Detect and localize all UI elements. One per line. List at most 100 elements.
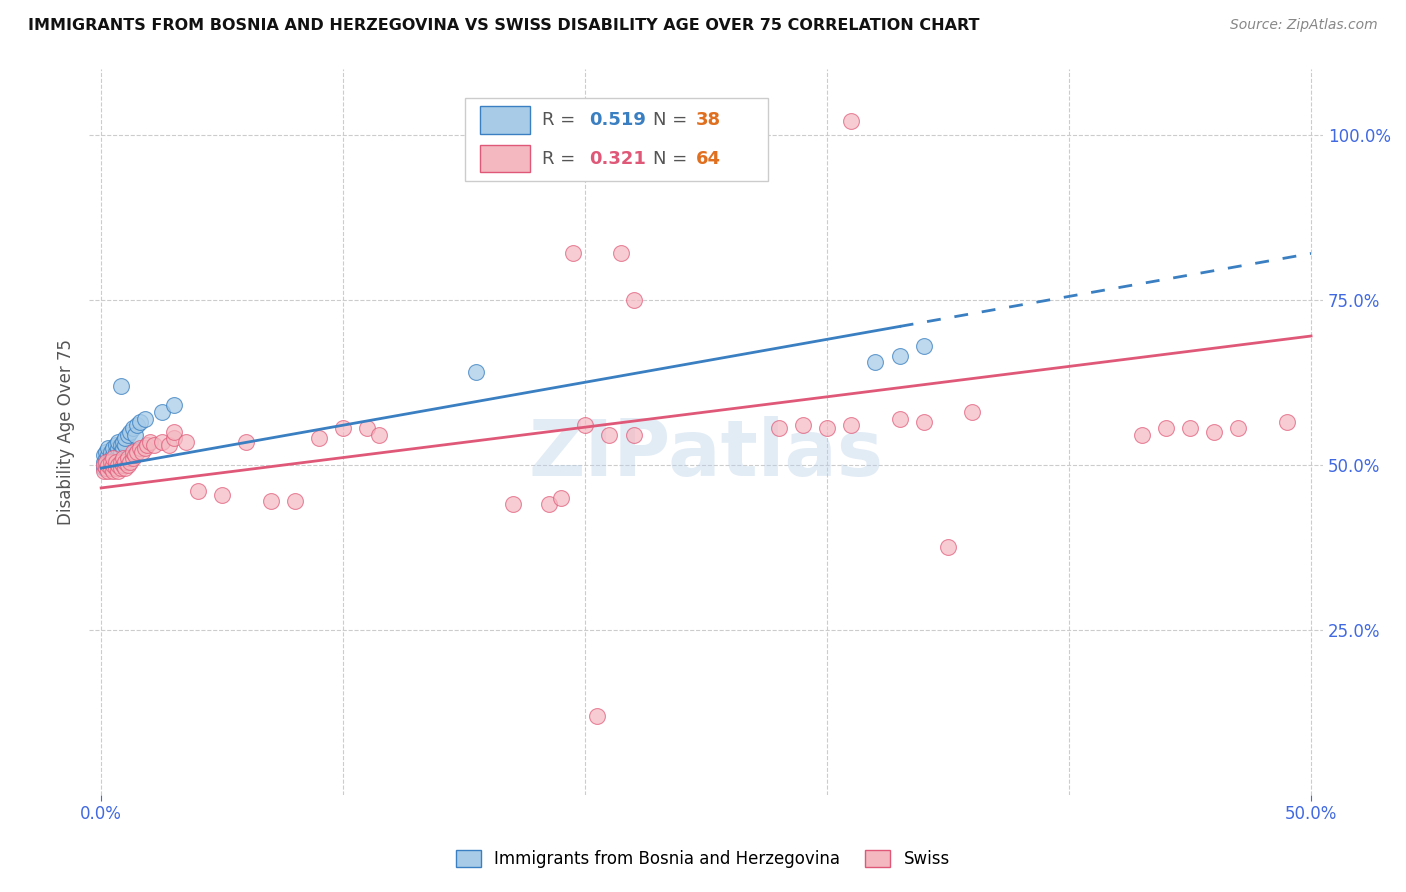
Point [610, 246, 633, 260]
Point [150, 405, 173, 419]
Point [94, 444, 117, 458]
Point [93, 458, 115, 472]
Point [104, 451, 127, 466]
Text: 0.519: 0.519 [589, 112, 645, 129]
Point [110, 454, 132, 468]
Point [163, 398, 186, 412]
Point [128, 442, 150, 456]
Point [111, 451, 134, 466]
Point [150, 434, 173, 449]
Point [284, 494, 307, 508]
Point [562, 246, 585, 260]
Point [107, 448, 129, 462]
Point [502, 498, 524, 512]
Point [111, 458, 134, 472]
Point [1154, 421, 1177, 435]
Point [114, 431, 136, 445]
Point [103, 464, 125, 478]
FancyBboxPatch shape [481, 106, 530, 134]
Point [100, 454, 122, 468]
Text: Source: ZipAtlas.com: Source: ZipAtlas.com [1230, 18, 1378, 32]
Point [1227, 421, 1250, 435]
Text: ZIPatlas: ZIPatlas [529, 416, 883, 491]
Point [93, 448, 115, 462]
Point [103, 458, 125, 472]
Point [163, 425, 186, 439]
Point [1275, 415, 1298, 429]
Point [104, 454, 127, 468]
Point [97, 454, 120, 468]
Point [839, 418, 862, 433]
Point [623, 293, 645, 307]
Point [623, 428, 645, 442]
Y-axis label: Disability Age Over 75: Disability Age Over 75 [58, 339, 75, 524]
Point [768, 421, 790, 435]
Point [93, 454, 115, 468]
Point [128, 415, 150, 429]
Point [117, 458, 139, 472]
Point [187, 484, 209, 499]
Point [598, 428, 620, 442]
Point [110, 378, 132, 392]
Text: N =: N = [652, 150, 693, 168]
Point [103, 454, 125, 468]
Point [94, 461, 117, 475]
Point [912, 339, 935, 353]
Point [1204, 425, 1226, 439]
Point [114, 461, 136, 475]
Point [107, 442, 129, 456]
Point [134, 411, 156, 425]
Text: 0.321: 0.321 [589, 150, 645, 168]
Point [127, 444, 149, 458]
Point [839, 114, 862, 128]
Point [103, 442, 125, 456]
Point [104, 444, 127, 458]
Point [550, 491, 572, 505]
Point [356, 421, 378, 435]
Point [110, 438, 132, 452]
Point [889, 349, 911, 363]
Point [104, 461, 127, 475]
Point [143, 438, 166, 452]
Point [912, 415, 935, 429]
Point [586, 708, 609, 723]
Point [174, 434, 197, 449]
Point [865, 355, 887, 369]
Point [110, 444, 132, 458]
Point [97, 442, 120, 456]
Point [136, 438, 159, 452]
Text: 64: 64 [696, 150, 721, 168]
Point [107, 458, 129, 472]
Point [110, 461, 132, 475]
Point [117, 428, 139, 442]
Point [103, 451, 125, 466]
Point [94, 454, 117, 468]
Point [1130, 428, 1153, 442]
Point [124, 448, 146, 462]
Point [100, 444, 122, 458]
FancyBboxPatch shape [465, 97, 768, 181]
Point [111, 442, 134, 456]
Point [537, 498, 560, 512]
Point [117, 451, 139, 466]
Point [163, 431, 186, 445]
Point [936, 541, 959, 555]
Point [211, 487, 233, 501]
Point [259, 494, 281, 508]
Point [889, 411, 911, 425]
Point [97, 458, 120, 472]
Point [465, 365, 488, 379]
Point [124, 428, 146, 442]
Point [138, 434, 160, 449]
Point [574, 418, 596, 433]
Point [308, 431, 330, 445]
Point [792, 418, 814, 433]
Point [121, 451, 143, 466]
Point [93, 464, 115, 478]
Point [1178, 421, 1201, 435]
Text: R =: R = [541, 150, 581, 168]
Legend: Immigrants from Bosnia and Herzegovina, Swiss: Immigrants from Bosnia and Herzegovina, … [450, 843, 956, 875]
Point [93, 461, 115, 475]
Point [120, 425, 142, 439]
Point [121, 444, 143, 458]
